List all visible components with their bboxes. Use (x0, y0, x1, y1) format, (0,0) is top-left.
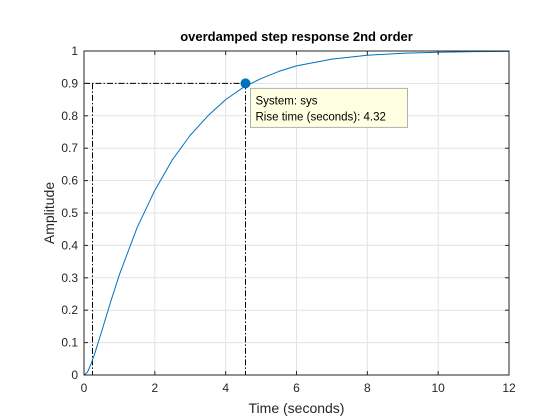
x-tick-label: 4 (222, 381, 229, 395)
y-axis-label: Amplitude (41, 182, 57, 244)
datatip-system-text: System: sys (256, 95, 318, 107)
x-tick-label: 12 (502, 381, 516, 395)
y-tick-label: 0.1 (61, 336, 78, 350)
y-tick-label: 0.6 (61, 174, 78, 188)
datatip-marker[interactable] (240, 78, 251, 89)
chart-title: overdamped step response 2nd order (180, 29, 413, 44)
rise-time-guides (84, 82, 246, 375)
step-response-line[interactable] (83, 50, 510, 376)
y-tick-label: 0.4 (61, 238, 78, 252)
y-tick-label: 0.7 (61, 141, 78, 155)
x-axis-label: Time (seconds) (249, 400, 345, 416)
x-tick-label: 10 (431, 381, 445, 395)
series-group (83, 50, 510, 376)
tick-labels: 0 2 4 6 8 10 12 0 0.1 0.2 0.3 0.4 0.5 0.6 0.7 0.8 0.9 1 (61, 44, 516, 395)
y-tick-label: 0.5 (61, 206, 78, 220)
y-tick-label: 0.3 (61, 271, 78, 285)
x-tick-label: 8 (364, 381, 371, 395)
y-tick-label: 0.2 (61, 303, 78, 317)
datatip[interactable]: System: sys Rise time (seconds): 4.32 (240, 78, 408, 128)
y-tick-label: 1 (71, 44, 78, 58)
x-tick-label: 2 (151, 381, 158, 395)
x-tick-label: 6 (293, 381, 300, 395)
y-tick-label: 0.8 (61, 109, 78, 123)
y-tick-label: 0 (71, 368, 78, 382)
y-tick-label: 0.9 (61, 76, 78, 90)
axis-ticks (83, 50, 510, 376)
datatip-rise-time-text: Rise time (seconds): 4.32 (256, 111, 386, 123)
datatip-box (250, 87, 408, 128)
x-tick-label: 0 (81, 381, 88, 395)
